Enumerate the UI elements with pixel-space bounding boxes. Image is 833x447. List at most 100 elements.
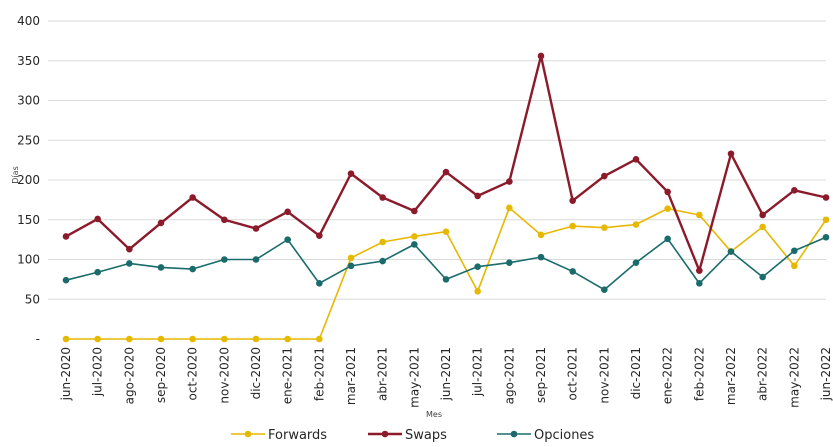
gridlines	[48, 20, 826, 300]
data-point	[696, 280, 703, 287]
data-point	[284, 335, 291, 343]
x-tick-label: jun-2022	[819, 347, 833, 401]
x-tick-label: mar-2021	[344, 347, 358, 405]
x-tick-label: abr-2021	[376, 347, 390, 401]
x-axis-title: Mes	[426, 410, 442, 419]
data-point	[189, 194, 196, 201]
data-point	[442, 276, 450, 283]
data-point	[347, 170, 355, 177]
data-point	[94, 215, 101, 223]
data-point	[157, 219, 165, 227]
data-point	[126, 245, 133, 253]
data-point	[379, 194, 386, 201]
data-point	[157, 335, 165, 343]
data-point	[537, 253, 545, 261]
data-point	[252, 225, 260, 232]
data-point	[569, 222, 576, 230]
data-point	[221, 256, 228, 263]
data-point	[569, 197, 576, 204]
data-point	[189, 335, 196, 343]
legend-marker	[381, 430, 389, 438]
data-point	[411, 241, 418, 248]
data-point	[189, 265, 196, 273]
y-tick-label: 350	[17, 54, 40, 68]
x-tick-label: nov-2021	[597, 347, 611, 404]
y-axis-ticks: - 50 100 150 200 250 300 350 400	[17, 14, 40, 346]
series-swaps	[62, 52, 830, 274]
data-point	[442, 168, 450, 176]
y-tick-label: 150	[17, 213, 40, 227]
legend-label: Opciones	[534, 428, 594, 443]
x-tick-label: jun-2021	[439, 347, 453, 401]
data-point	[94, 268, 101, 276]
data-point	[284, 236, 291, 243]
data-point	[126, 260, 133, 267]
data-point	[601, 286, 608, 294]
data-point	[664, 235, 671, 243]
data-point	[474, 263, 481, 270]
x-tick-label: dic-2020	[249, 347, 263, 399]
data-point	[316, 335, 323, 343]
x-tick-label: ene-2021	[281, 347, 295, 404]
data-point	[94, 335, 101, 343]
data-point	[822, 194, 830, 201]
y-tick-label: 300	[17, 94, 40, 108]
data-point	[569, 268, 576, 275]
data-point	[822, 233, 830, 241]
series-forwards	[62, 204, 830, 343]
x-tick-label: oct-2020	[186, 347, 200, 401]
x-tick-label: ene-2022	[661, 347, 675, 404]
data-point	[221, 335, 228, 343]
data-point	[727, 248, 735, 255]
data-point	[506, 259, 513, 266]
data-point	[474, 288, 481, 295]
data-point	[791, 247, 798, 255]
data-point	[759, 211, 766, 219]
data-point	[632, 259, 640, 266]
x-tick-label: jul-2020	[91, 347, 105, 397]
data-point	[759, 223, 766, 231]
y-tick-label: 200	[17, 173, 40, 187]
data-point	[822, 216, 830, 224]
x-tick-label: nov-2020	[217, 347, 231, 404]
data-point	[791, 187, 798, 194]
legend-marker	[244, 430, 252, 438]
data-point	[379, 257, 386, 265]
data-point	[411, 233, 418, 240]
data-point	[252, 256, 260, 263]
series	[62, 52, 830, 343]
data-point	[126, 335, 133, 343]
data-point	[537, 231, 545, 239]
data-point	[664, 188, 671, 196]
data-point	[157, 264, 165, 271]
data-point	[727, 150, 735, 158]
series-opciones	[62, 233, 830, 294]
legend-label: Swaps	[405, 428, 447, 443]
data-point	[316, 232, 323, 239]
data-point	[601, 224, 608, 231]
data-point	[696, 267, 703, 274]
data-point	[791, 262, 798, 270]
series-line	[65, 54, 827, 272]
x-tick-label: jul-2021	[471, 347, 485, 397]
x-tick-label: sep-2021	[534, 347, 548, 403]
data-point	[632, 221, 640, 228]
legend: Forwards Swaps Opciones	[231, 428, 594, 443]
legend-marker	[510, 430, 518, 438]
x-axis-ticks: jun-2020 jul-2020 ago-2020 sep-2020 oct-2020…	[59, 347, 833, 408]
x-tick-label: jun-2020	[59, 347, 73, 401]
data-point	[284, 208, 291, 216]
data-point	[632, 156, 640, 163]
data-point	[347, 262, 355, 270]
data-point	[506, 204, 513, 212]
legend-item-forwards: Forwards	[231, 428, 327, 443]
data-point	[347, 254, 355, 262]
legend-item-opciones: Opciones	[497, 428, 594, 443]
data-point	[442, 228, 450, 235]
data-point	[62, 233, 70, 240]
x-tick-label: ago-2020	[122, 347, 136, 404]
x-tick-label: ago-2021	[502, 347, 516, 404]
data-point	[62, 276, 70, 284]
x-tick-label: dic-2021	[629, 347, 643, 399]
